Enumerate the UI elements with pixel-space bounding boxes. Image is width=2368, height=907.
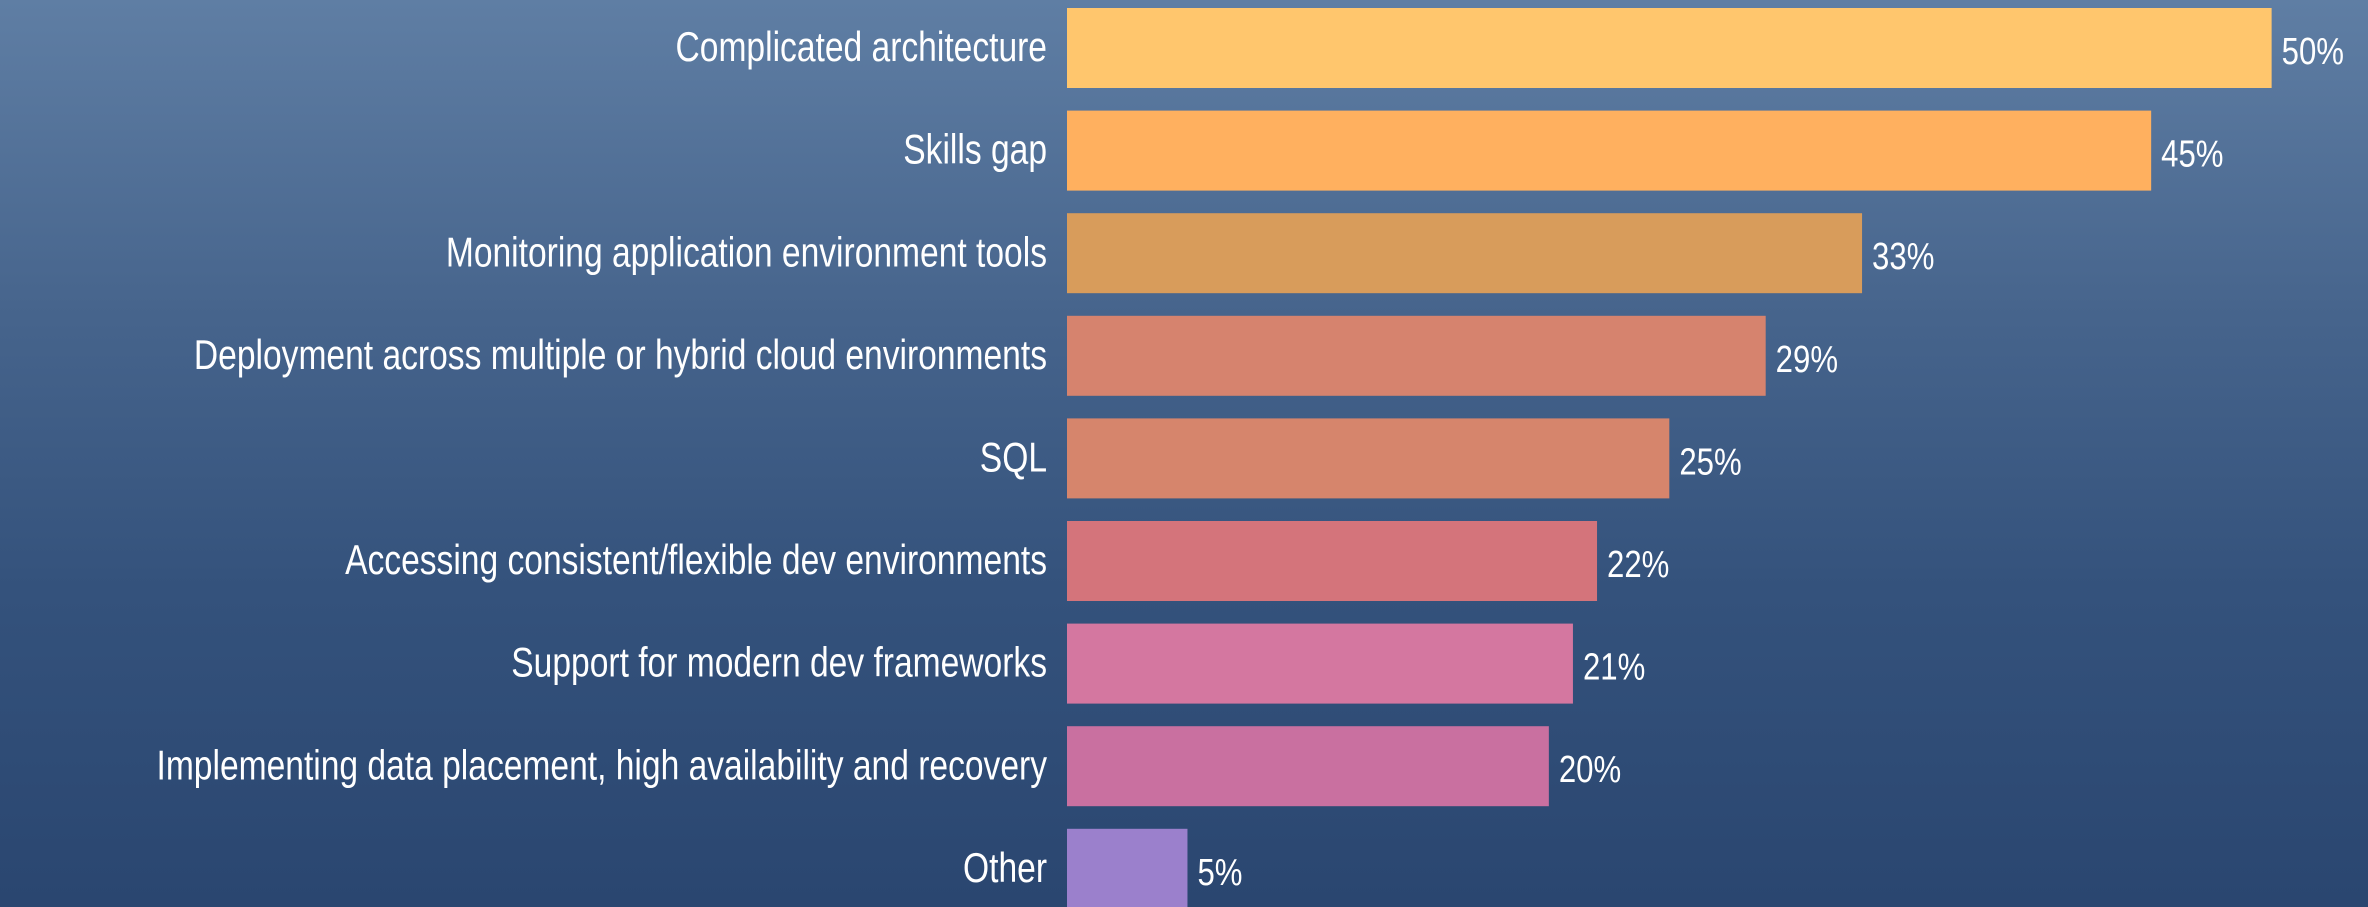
value-label: 33% <box>1872 236 1934 278</box>
bar <box>1067 726 1549 807</box>
category-label: Support for modern dev frameworks <box>511 640 1047 686</box>
bar <box>1067 315 1766 396</box>
bar <box>1067 623 1573 704</box>
category-label: Monitoring application environment tools <box>446 230 1047 276</box>
value-label: 50% <box>2282 31 2344 73</box>
value-label: 45% <box>2161 134 2223 176</box>
bar <box>1067 828 1188 907</box>
category-label: Implementing data placement, high availa… <box>156 743 1047 789</box>
category-label: Accessing consistent/flexible dev enviro… <box>345 538 1047 584</box>
bar <box>1067 8 2272 88</box>
bar <box>1067 418 1670 499</box>
category-label: Complicated architecture <box>676 25 1047 71</box>
value-label: 22% <box>1607 544 1669 586</box>
category-label: Other <box>963 845 1047 891</box>
bar <box>1067 213 1863 294</box>
value-label: 29% <box>1776 339 1838 381</box>
category-label: Skills gap <box>903 127 1047 173</box>
value-label: 21% <box>1583 647 1645 689</box>
bar <box>1067 110 2152 191</box>
value-label: 20% <box>1559 749 1621 791</box>
value-label: 25% <box>1679 442 1741 484</box>
category-label: SQL <box>980 435 1047 481</box>
category-label: Deployment across multiple or hybrid clo… <box>194 332 1047 378</box>
bar <box>1067 521 1598 601</box>
value-label: 5% <box>1197 852 1242 894</box>
